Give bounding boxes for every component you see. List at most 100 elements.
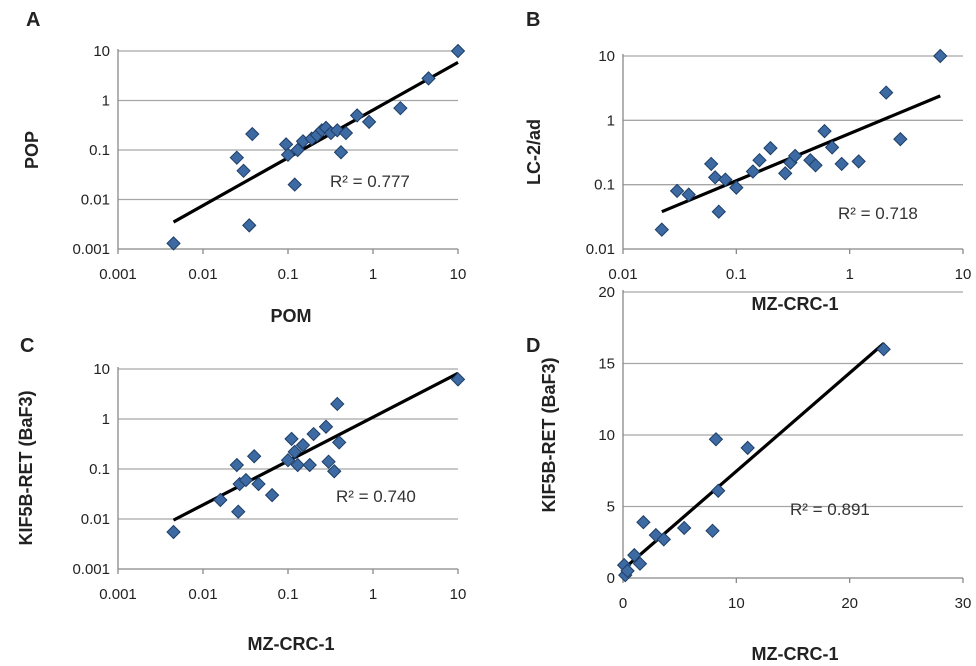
data-point	[245, 126, 260, 142]
y-tick-label: 0.1	[89, 142, 110, 159]
trendline	[661, 94, 941, 214]
data-point	[331, 435, 347, 450]
trendline	[172, 60, 459, 224]
x-tick-label: 0.01	[188, 266, 217, 283]
data-point	[808, 158, 823, 173]
data-point	[290, 457, 305, 473]
data-point	[333, 145, 349, 160]
data-point	[669, 183, 685, 199]
data-point	[295, 437, 311, 453]
data-point	[246, 449, 262, 464]
x-tick-label: 1	[369, 266, 377, 283]
panel-letter: D	[526, 335, 540, 357]
data-point	[361, 114, 377, 130]
data-point	[242, 218, 257, 233]
data-point	[236, 163, 251, 179]
data-point	[318, 419, 334, 434]
data-point	[421, 71, 436, 86]
x-tick-label: 30	[955, 595, 972, 612]
data-point	[349, 108, 365, 123]
y-axis-title: POP	[22, 131, 42, 169]
data-point	[933, 48, 948, 64]
data-point	[817, 123, 832, 139]
data-point	[627, 547, 642, 563]
y-axis-title: KIF5B-RET (BaF3)	[16, 390, 36, 545]
x-axis-title: MZ-CRC-1	[752, 644, 839, 664]
data-point	[450, 372, 466, 387]
data-point	[708, 432, 724, 447]
x-tick-label: 0	[619, 595, 627, 612]
trendline	[625, 342, 885, 568]
chart-panel-b: 0.01 0.1 1 10 0.01 0.1 1 10 R² = 0.718 B MZ-CRC-1 L…	[524, 9, 971, 314]
data-point	[321, 454, 336, 469]
data-point	[302, 457, 317, 473]
data-point	[166, 236, 181, 251]
x-tick-label: 1	[369, 586, 377, 603]
data-point	[229, 457, 245, 473]
data-point	[620, 563, 635, 579]
x-tick-label: 1	[845, 266, 853, 283]
y-tick-label: 20	[598, 284, 615, 301]
data-point	[229, 150, 245, 165]
data-point	[264, 487, 280, 503]
r-squared-label: R² = 0.740	[336, 487, 416, 506]
data-point	[338, 125, 354, 141]
x-tick-label: 20	[841, 595, 858, 612]
r-squared-label: R² = 0.777	[330, 172, 410, 191]
y-tick-label: 1	[607, 112, 615, 129]
data-point	[284, 431, 299, 447]
data-point	[654, 222, 670, 237]
x-tick-label: 0.01	[608, 266, 637, 283]
x-tick-label: 10	[450, 266, 467, 283]
y-axis-title: LC-2/ad	[524, 119, 544, 185]
data-point	[893, 131, 908, 147]
data-point	[834, 156, 849, 172]
y-tick-label: 15	[598, 356, 615, 373]
y-tick-label: 0.1	[89, 461, 110, 478]
y-tick-label: 0.001	[72, 241, 110, 258]
y-tick-label: 10	[93, 43, 110, 60]
x-tick-label: 0.1	[278, 586, 299, 603]
data-point	[851, 154, 866, 169]
x-tick-label: 0.001	[99, 266, 137, 283]
data-point	[238, 472, 254, 488]
y-tick-label: 0.001	[72, 561, 110, 578]
data-point	[787, 148, 803, 164]
data-point	[676, 520, 692, 536]
data-point	[450, 43, 466, 59]
data-point	[740, 440, 755, 456]
data-point	[763, 140, 778, 156]
y-tick-label: 5	[607, 499, 615, 516]
y-tick-label: 0.01	[81, 511, 110, 528]
data-point	[718, 172, 733, 187]
data-point	[824, 140, 840, 155]
data-point	[306, 426, 321, 442]
data-point	[636, 515, 651, 530]
data-point	[213, 492, 228, 508]
data-point	[745, 164, 761, 179]
panel-letter: A	[26, 9, 40, 31]
data-point	[729, 180, 744, 195]
y-tick-label: 1	[102, 411, 110, 428]
data-point	[711, 204, 726, 219]
y-tick-label: 10	[598, 427, 615, 444]
data-point	[287, 444, 302, 460]
data-point	[166, 524, 181, 540]
y-tick-label: 0.1	[594, 177, 615, 194]
y-axis-title: KIF5B-RET (BaF3)	[539, 357, 559, 512]
x-tick-label: 0.001	[99, 586, 137, 603]
x-tick-label: 10	[728, 595, 745, 612]
data-point	[632, 556, 648, 571]
y-tick-label: 10	[598, 48, 615, 65]
r-squared-label: R² = 0.718	[838, 204, 918, 223]
data-point	[752, 152, 767, 168]
data-point	[251, 476, 266, 492]
data-point	[278, 137, 294, 152]
data-point	[710, 483, 726, 498]
x-tick-label: 10	[955, 266, 972, 283]
data-point	[287, 177, 302, 192]
r-squared-label: R² = 0.891	[790, 500, 870, 519]
data-point	[327, 464, 342, 479]
y-tick-label: 0	[607, 570, 615, 587]
x-tick-label: 0.1	[278, 266, 299, 283]
